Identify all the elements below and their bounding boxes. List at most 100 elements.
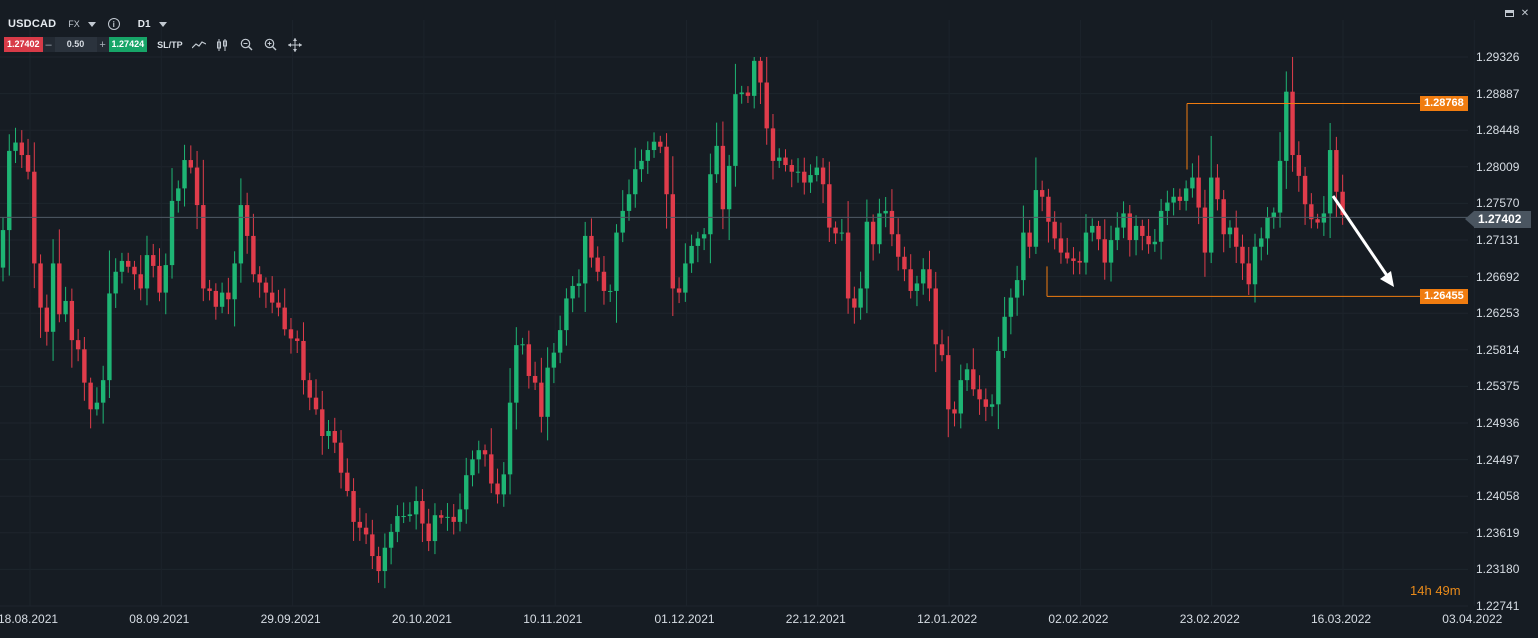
candle-body (464, 475, 469, 510)
candle-body (989, 404, 995, 407)
candle-body (833, 227, 838, 234)
timeframe-caret-icon[interactable] (158, 21, 167, 27)
candle-body (1321, 213, 1327, 223)
candle-body (971, 369, 976, 390)
candle-body (432, 515, 438, 542)
candle-body (645, 150, 650, 161)
quantity-input[interactable]: 0.50 (54, 37, 97, 52)
sltp-button[interactable]: SL/TP (157, 39, 183, 50)
candle-body (126, 260, 131, 267)
zoom-out-icon[interactable] (239, 37, 255, 52)
info-icon[interactable]: i (107, 18, 120, 30)
symbol-label[interactable]: USDCAD (8, 18, 57, 30)
price-axis-label: 1.24936 (1476, 416, 1520, 430)
candle-body (276, 302, 281, 308)
candle-body (927, 269, 932, 289)
candle-body (670, 194, 676, 289)
candle-body (1296, 155, 1302, 176)
candle-body (1046, 196, 1051, 222)
window-controls: ✕ (1504, 7, 1530, 19)
candle-body (1234, 227, 1239, 247)
candle-body (307, 380, 312, 398)
candle-body (1146, 235, 1151, 245)
price-axis-label: 1.28887 (1476, 86, 1520, 101)
timer-hours: 14h (1410, 583, 1432, 598)
candle-body (639, 160, 644, 170)
candle-body (964, 369, 970, 381)
candle-body (770, 128, 776, 161)
candles-icon[interactable] (215, 37, 231, 52)
candle-body (789, 165, 794, 172)
trend-arrow (1331, 195, 1394, 287)
crosshair-icon[interactable] (287, 37, 303, 52)
price-axis-label: 1.27570 (1476, 196, 1520, 211)
candle-body (589, 235, 594, 258)
candle-body (382, 547, 388, 572)
candle-body (338, 442, 344, 473)
price-axis-label: 1.28448 (1476, 123, 1520, 138)
upper-level-tag[interactable]: 1.28768 (1420, 96, 1468, 112)
line-chart-icon[interactable] (191, 37, 207, 52)
lower-level-tag[interactable]: 1.26455 (1420, 288, 1468, 304)
candle-body (820, 167, 826, 185)
candlestick-series (0, 57, 1345, 589)
candle-body (420, 501, 425, 524)
candle-body (182, 160, 187, 189)
candle-body (595, 257, 600, 272)
candle-body (1108, 240, 1114, 263)
candle-body (13, 142, 18, 151)
candle-body (439, 515, 444, 518)
candle-body (313, 397, 319, 410)
market-type-label[interactable]: FX (68, 19, 80, 29)
candle-body (451, 516, 456, 522)
trade-panel: 1.27402 – 0.50 + 1.27424 SL/TP (4, 37, 303, 52)
candle-body (44, 307, 50, 332)
candle-body (1021, 232, 1026, 281)
candle-body (814, 167, 819, 176)
zoom-in-icon[interactable] (263, 37, 279, 52)
candle-body (845, 232, 851, 299)
candle-body (288, 329, 294, 339)
candle-body (626, 194, 632, 211)
sell-button[interactable]: 1.27402 (4, 37, 43, 52)
trend-arrow-line (1331, 195, 1392, 281)
time-axis-label: 22.12.2021 (785, 612, 846, 626)
candle-body (113, 271, 118, 294)
candle-body (88, 382, 93, 410)
candle-body (1183, 188, 1189, 201)
candle-body (363, 527, 369, 535)
candle-body (207, 288, 212, 291)
candle-body (1302, 175, 1308, 205)
candle-body (858, 288, 863, 308)
candle-body (996, 350, 1001, 405)
candle-body (946, 355, 951, 410)
candle-body (658, 141, 663, 147)
decrease-button[interactable]: – (45, 38, 52, 51)
candle-body (57, 263, 62, 315)
candle-body (507, 402, 513, 475)
price-axis-label: 1.27131 (1476, 233, 1520, 247)
quantity-stepper[interactable]: – 0.50 + (42, 37, 109, 52)
buy-button[interactable]: 1.27424 (108, 37, 148, 52)
close-icon[interactable]: ✕ (1520, 7, 1530, 19)
candle-body (539, 382, 544, 417)
minimize-icon[interactable] (1504, 8, 1514, 18)
timeframe-label[interactable]: D1 (137, 18, 151, 30)
candle-body (545, 367, 550, 417)
price-axis-label: 1.29326 (1476, 50, 1520, 64)
market-type-caret-icon[interactable] (87, 21, 96, 27)
candle-body (777, 157, 782, 161)
candle-body (445, 516, 450, 518)
candle-body (401, 516, 406, 518)
chart-header: USDCAD FX i D1 (4, 14, 167, 34)
candle-body (1008, 297, 1014, 317)
timer-minutes: 49m (1435, 583, 1461, 598)
candle-body (257, 274, 262, 283)
candle-body (489, 454, 494, 484)
candle-body (1014, 280, 1020, 298)
candle-body (1065, 252, 1070, 259)
candle-body (714, 145, 719, 175)
increase-button[interactable]: + (99, 38, 106, 51)
price-axis-label: 1.25375 (1476, 379, 1520, 394)
